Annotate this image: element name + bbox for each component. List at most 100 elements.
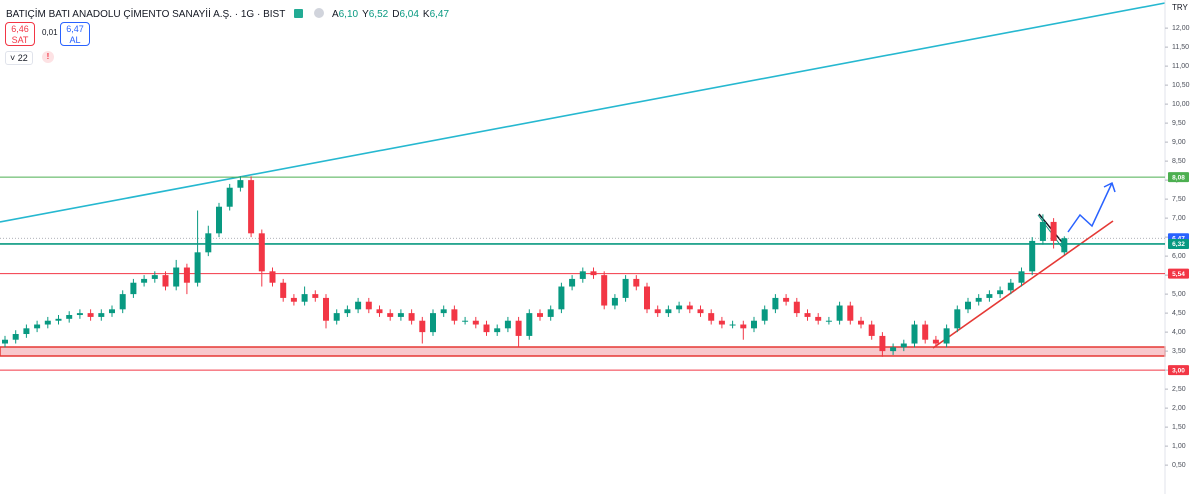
price-badge-label: 3,00	[1172, 367, 1185, 374]
candle-body	[269, 271, 276, 283]
buy-label: AL	[69, 35, 81, 45]
header: BATIÇİM BATI ANADOLU ÇİMENTO SANAYİİ A.Ş…	[6, 8, 453, 20]
y-tick-label: 4,50	[1172, 310, 1186, 317]
candle-body	[237, 180, 244, 188]
candle-body	[997, 290, 1004, 295]
candle-body	[248, 180, 255, 234]
candle-body	[280, 282, 287, 298]
candle-body	[323, 297, 329, 321]
y-tick-label: 3,50	[1172, 348, 1186, 355]
price-badge	[1168, 172, 1189, 183]
candle-body	[1050, 221, 1057, 241]
ohlc: A6,10 Y6,52 D6,04 K6,47	[332, 9, 453, 20]
candle-body	[98, 313, 105, 317]
candle-body	[226, 187, 233, 207]
y-tick-label: 7,50	[1172, 196, 1186, 203]
price-badge	[1168, 238, 1189, 249]
toggle-icon[interactable]	[313, 8, 324, 18]
ohlc-value: 6,47	[429, 9, 450, 20]
sell-price: 6,46	[11, 24, 29, 34]
ohlc-value: 6,04	[399, 9, 419, 20]
candle-body	[397, 313, 404, 317]
candle-body	[119, 294, 126, 310]
candle-body	[1039, 221, 1046, 241]
candle-body	[333, 313, 340, 321]
ohlc-key: K	[422, 9, 430, 20]
plot	[0, 176, 1165, 371]
candle-body	[708, 313, 715, 321]
ohlc-value: 6,52	[368, 9, 389, 20]
candle-body	[494, 328, 501, 333]
candle-body	[547, 309, 554, 317]
y-tick-label: 1,50	[1172, 424, 1186, 431]
y-tick-label: 4,00	[1172, 329, 1186, 336]
candle-body	[665, 309, 672, 314]
support-zone	[0, 346, 1166, 357]
candle-body	[301, 294, 308, 302]
candle-body	[815, 316, 822, 321]
candle-body	[451, 309, 458, 321]
y-tick-label: 2,00	[1172, 405, 1186, 412]
candle-body	[879, 335, 886, 352]
price-badge	[1168, 365, 1189, 376]
candle-body	[847, 305, 854, 321]
sell-button[interactable]: 6,46 SAT	[5, 22, 35, 46]
candle-body	[151, 275, 158, 279]
candle-body	[173, 267, 180, 287]
y-tick-label: 10,50	[1172, 82, 1190, 89]
candle-body	[611, 297, 618, 306]
candle-body	[205, 233, 212, 253]
ohlc-key: Y	[362, 9, 369, 20]
y-tick-label: 8,50	[1172, 158, 1186, 165]
price-badge-label: 8,08	[1172, 174, 1185, 181]
candle-body	[130, 282, 137, 295]
buy-button[interactable]: 6,47 AL	[60, 22, 90, 46]
candle-body	[569, 278, 576, 287]
candle-body	[772, 297, 779, 310]
candle-body	[1061, 238, 1068, 253]
y-tick-label: 7,00	[1172, 215, 1186, 222]
candle-body	[141, 278, 148, 283]
candle-body	[932, 339, 939, 344]
candle-body	[440, 309, 447, 314]
candle-body	[183, 267, 190, 283]
y-tick-label: 5,00	[1172, 291, 1186, 298]
sell-label: SAT	[11, 35, 29, 45]
candle-body	[804, 313, 811, 317]
y-tick-label: 2,50	[1172, 386, 1186, 393]
candle-body	[258, 233, 265, 272]
candle-body	[387, 313, 394, 317]
candle-body	[109, 309, 115, 314]
trend-line	[932, 220, 1114, 349]
candle-body	[515, 320, 522, 336]
candle-body	[761, 309, 768, 321]
candle-body	[654, 309, 661, 314]
candle-body	[344, 309, 351, 314]
candle-body	[686, 305, 693, 310]
candle-body	[1007, 282, 1014, 291]
candle-body	[216, 206, 222, 234]
indicators-toggle[interactable]: ˅ 22	[5, 51, 33, 65]
buy-price: 6,47	[66, 24, 84, 34]
spread: 0,01	[42, 28, 58, 37]
candle-body	[408, 313, 415, 321]
candle-body	[729, 324, 736, 326]
candle-body	[825, 320, 832, 322]
candle-body	[1029, 240, 1036, 272]
candle-body	[87, 313, 94, 317]
candle-body	[943, 328, 950, 344]
candle-body	[419, 320, 426, 333]
candle-body	[312, 294, 319, 298]
candle-body	[365, 301, 372, 310]
candle-body	[975, 297, 982, 302]
price-badge-label: 5,54	[1172, 271, 1185, 278]
candle-body	[194, 252, 201, 283]
candle-body	[622, 278, 629, 298]
candle-body	[483, 324, 490, 333]
y-tick-label: 0,50	[1172, 462, 1186, 469]
candle-body	[633, 278, 640, 287]
candle-body	[537, 313, 543, 317]
alert-icon[interactable]: !	[42, 51, 54, 63]
candle-body	[579, 271, 586, 279]
